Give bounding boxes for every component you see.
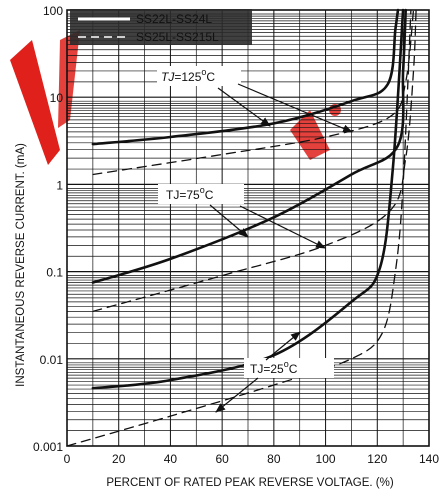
- series-layer: [66, 8, 417, 447]
- series-line-dashed: [92, 9, 415, 176]
- degree-symbol: o: [284, 359, 289, 369]
- x-tick-label: 20: [112, 452, 126, 466]
- y-tick-label: 0.1: [46, 266, 63, 280]
- watermark: [10, 30, 341, 165]
- annotation-box-25: [244, 358, 334, 378]
- annotation-arrow-75-solid: [209, 204, 249, 238]
- legend-background: [70, 9, 252, 45]
- degree-symbol: o: [201, 67, 206, 77]
- series-line-dashed: [92, 9, 417, 313]
- svg-text:TJ=25oC: TJ=25oC: [250, 359, 298, 376]
- y-tick-label: 10: [50, 91, 64, 105]
- legend-label-ss22l: SS22L-SS24L: [136, 12, 212, 26]
- annotation-tj-75: TJ=75oC: [158, 184, 326, 249]
- annotation-arrow-125-solid: [217, 87, 271, 127]
- annotation-temp-value: =25: [263, 362, 284, 376]
- svg-text:TJ=75oC: TJ=75oC: [166, 185, 214, 202]
- annotation-tj-label: TJ: [161, 70, 175, 84]
- series-line-dashed: [66, 9, 412, 447]
- x-tick-label: 120: [367, 452, 387, 466]
- series-line-solid: [91, 8, 400, 146]
- degree-symbol: o: [200, 185, 205, 195]
- annotation-tj-label: TJ: [250, 362, 263, 376]
- y-tick-labels: 0.001 0.01 0.1 1 10 100: [33, 4, 63, 454]
- annotation-box-75: [158, 184, 244, 204]
- annotation-temp-value: =75: [179, 188, 200, 202]
- annotation-arrow-25-solid: [265, 331, 301, 361]
- y-tick-label: 1: [56, 178, 63, 192]
- annotation-unit: C: [205, 188, 214, 202]
- y-axis-label: INSTANTANEOUS REVERSE CURRENT. (mA): [15, 143, 27, 387]
- annotation-temp-value: =125: [174, 70, 201, 84]
- svg-text:TJ=125oC: TJ=125oC: [161, 67, 215, 84]
- x-axis-label: PERCENT OF RATED PEAK REVERSE VOLTAGE. (…: [106, 477, 394, 489]
- annotation-arrow-25-dashed: [215, 377, 259, 413]
- x-tick-label: 80: [267, 452, 281, 466]
- series-line-solid: [91, 8, 407, 284]
- x-tick-labels: 0 20 40 60 80 100 120 140: [64, 452, 440, 466]
- annotation-tj-25: TJ=25oC: [215, 331, 334, 413]
- y-tick-label: 100: [43, 4, 63, 18]
- legend: SS22L-SS24L SS25L-SS215L: [70, 9, 252, 45]
- chart-grid: [67, 10, 429, 446]
- x-tick-label: 40: [164, 452, 178, 466]
- annotation-unit: C: [289, 362, 298, 376]
- legend-label-ss25l: SS25L-SS215L: [136, 30, 219, 44]
- x-tick-label: 100: [316, 452, 336, 466]
- annotation-unit: C: [206, 70, 215, 84]
- series-line-solid: [91, 8, 405, 390]
- annotation-tj-125: TJ=125oC: [157, 66, 353, 133]
- annotation-box-125: [157, 66, 241, 86]
- annotation-arrow-75-dashed: [239, 205, 326, 249]
- x-tick-label: 140: [419, 452, 439, 466]
- x-tick-label: 0: [64, 452, 71, 466]
- annotation-arrow-125-dashed: [237, 83, 353, 133]
- y-tick-label: 0.001: [33, 440, 63, 454]
- annotation-tj-label: TJ: [166, 188, 179, 202]
- x-tick-label: 60: [215, 452, 229, 466]
- y-tick-label: 0.01: [40, 353, 64, 367]
